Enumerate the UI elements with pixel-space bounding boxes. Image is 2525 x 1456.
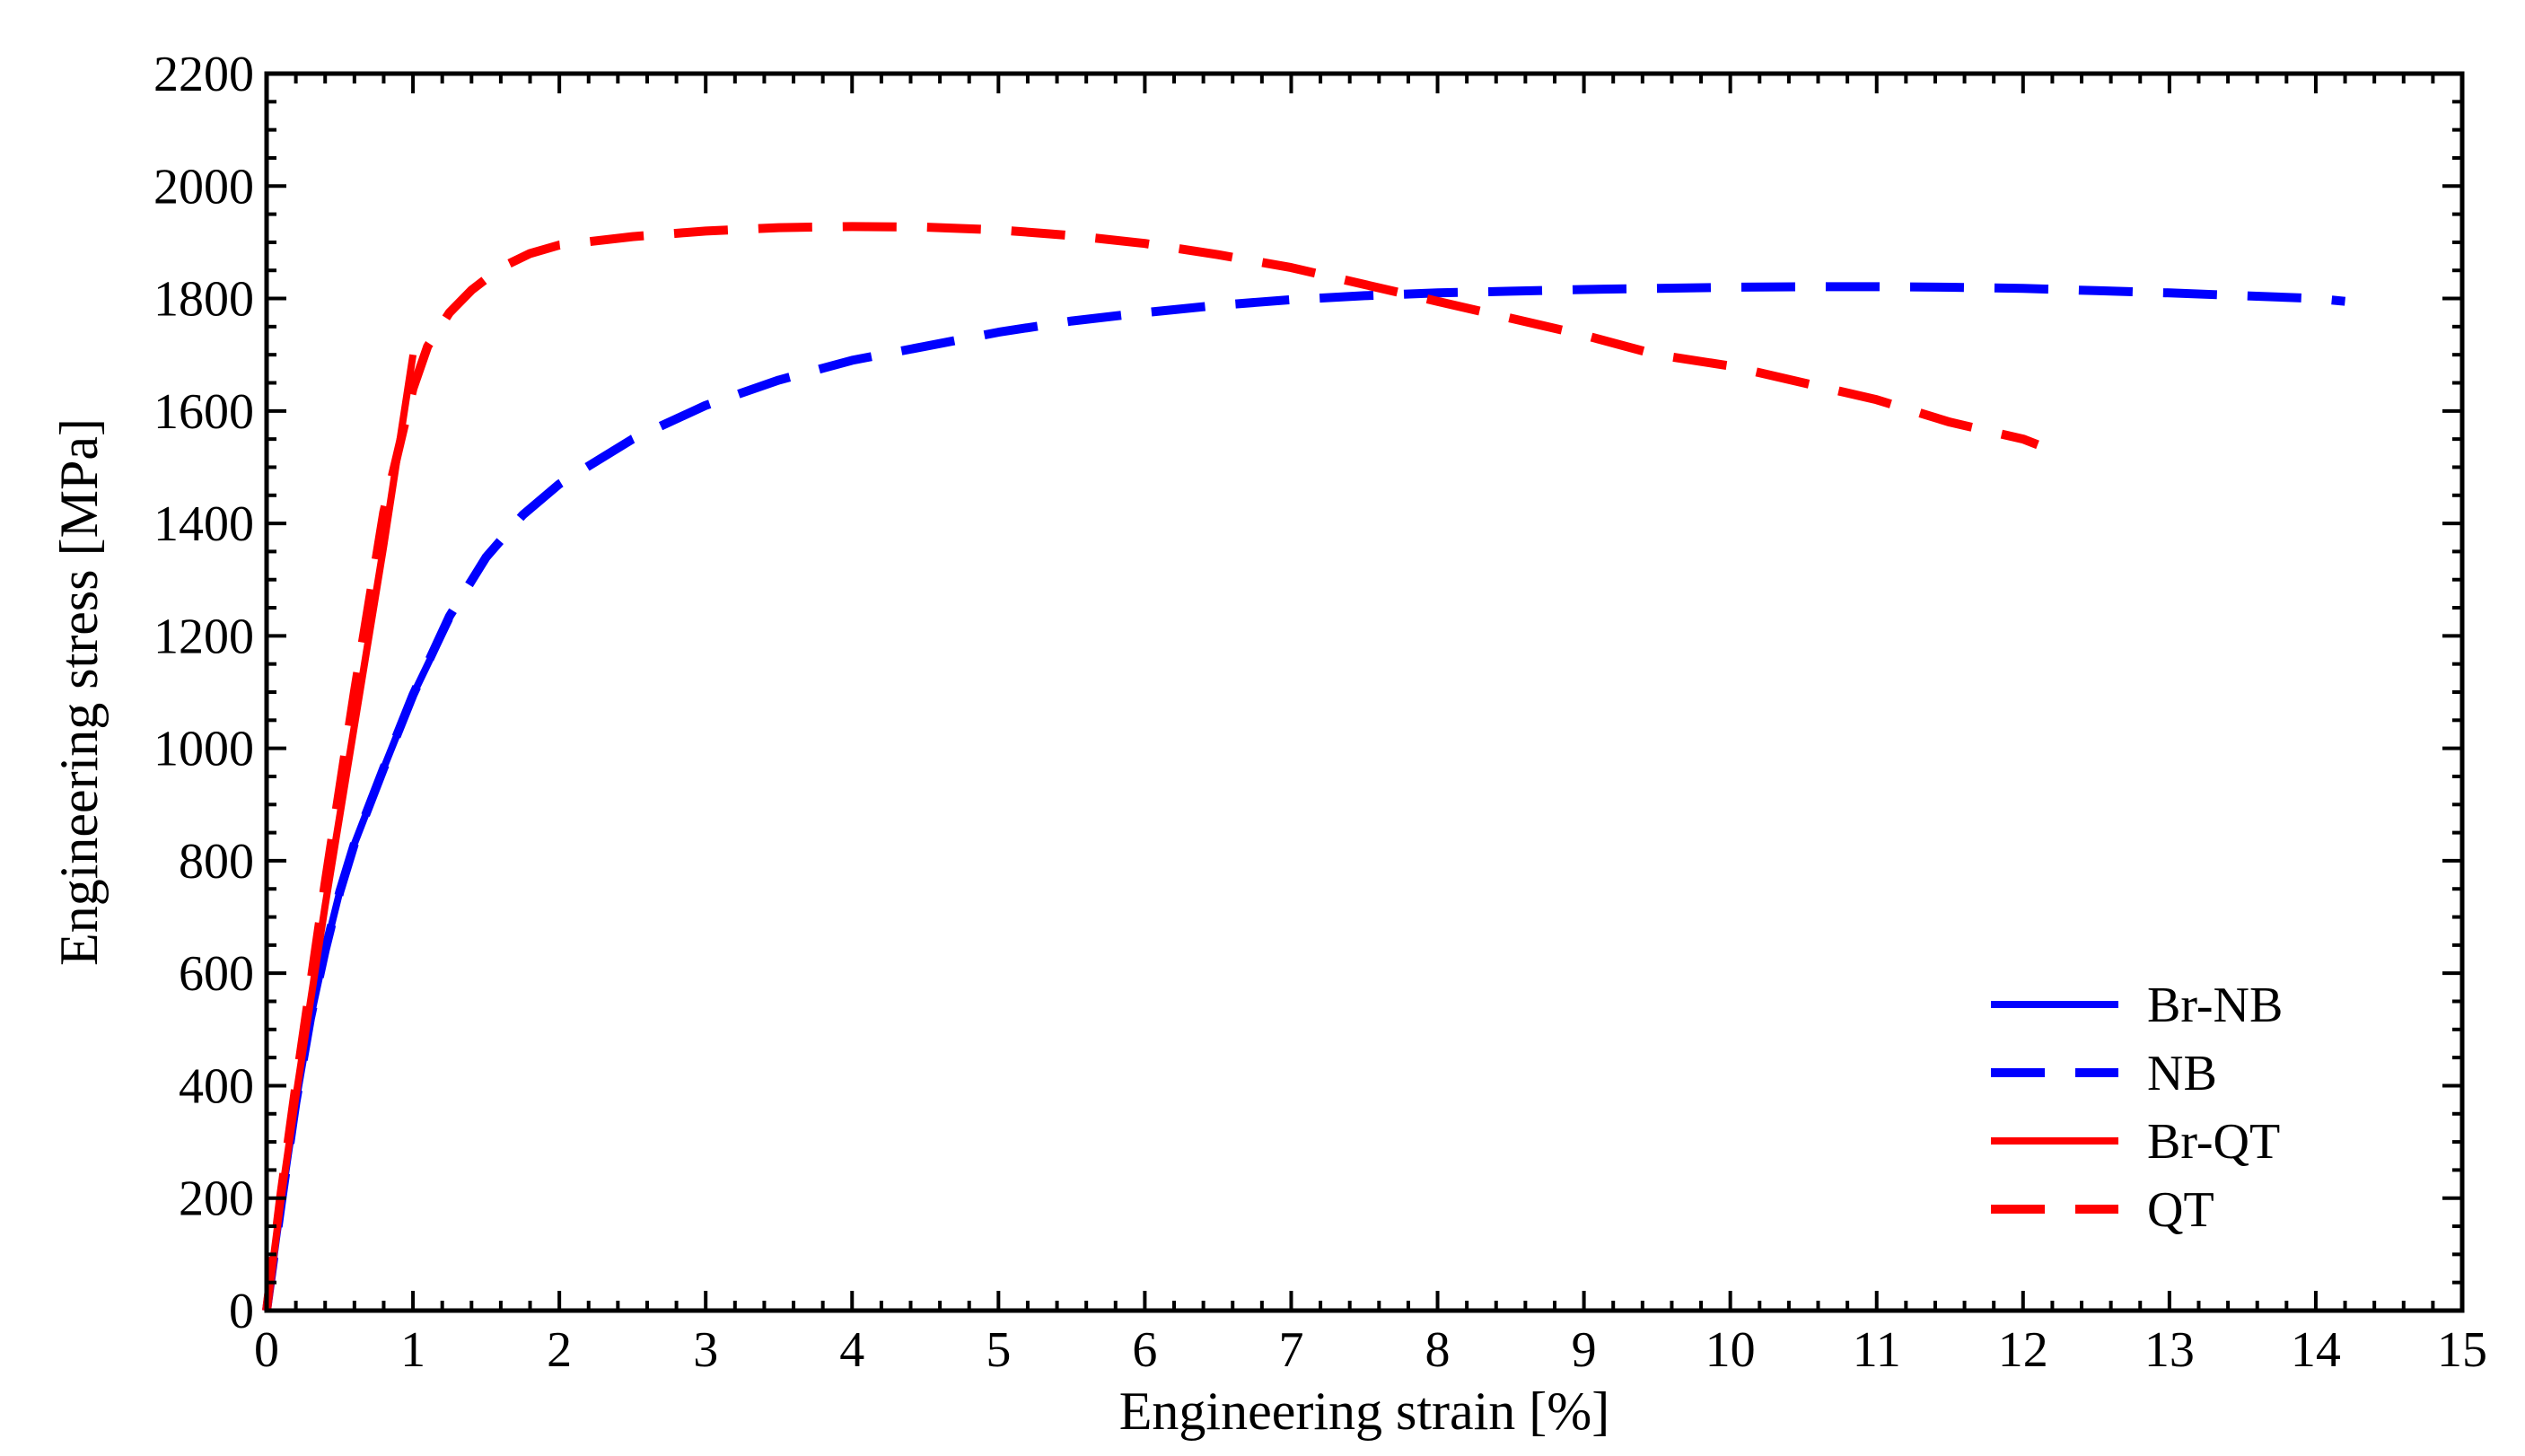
x-tick-label: 11 <box>1853 1322 1901 1378</box>
legend-label-qt: QT <box>2147 1182 2214 1238</box>
x-tick-label: 0 <box>254 1322 279 1378</box>
x-tick-label: 3 <box>693 1322 718 1378</box>
x-axis-title: Engineering strain [%] <box>1119 1381 1609 1441</box>
ticks-layer: 0 1 2 3 4 5 6 7 8 9 10 11 12 13 14 15020040060080010001… <box>153 47 2487 1378</box>
y-tick-label: 1800 <box>153 272 254 328</box>
legend-label-br-nb: Br-NB <box>2147 978 2283 1033</box>
x-tick-label: 2 <box>547 1322 572 1378</box>
x-tick-label: 8 <box>1425 1322 1451 1378</box>
y-tick-label: 200 <box>179 1171 254 1227</box>
plot-frame <box>264 71 2465 1313</box>
x-tick-label: 4 <box>839 1322 864 1378</box>
y-axis-title: Engineering stress [MPa] <box>49 418 109 966</box>
legend-label-nb: NB <box>2147 1046 2217 1101</box>
y-tick-label: 0 <box>229 1284 254 1339</box>
series-line-br-qt <box>263 354 417 1311</box>
y-tick-label: 1000 <box>153 722 254 777</box>
series-layer <box>262 222 2345 1311</box>
y-tick-label: 2000 <box>153 159 254 215</box>
x-tick-label: 1 <box>400 1322 425 1378</box>
legend-label-br-qt: Br-QT <box>2147 1114 2280 1170</box>
x-tick-label: 9 <box>1572 1322 1597 1378</box>
x-tick-label: 13 <box>2144 1322 2195 1378</box>
y-tick-label: 400 <box>179 1058 254 1114</box>
x-tick-label: 6 <box>1132 1322 1157 1378</box>
y-tick-label: 600 <box>179 946 254 1002</box>
x-tick-label: 15 <box>2437 1322 2487 1378</box>
x-tick-label: 5 <box>986 1322 1011 1378</box>
y-tick-label: 800 <box>179 834 254 890</box>
series-line-qt <box>262 222 2039 1311</box>
series-line-nb <box>262 282 2345 1311</box>
y-tick-label: 1400 <box>153 496 254 552</box>
x-tick-label: 10 <box>1705 1322 1756 1378</box>
x-tick-label: 14 <box>2291 1322 2341 1378</box>
y-tick-label: 1200 <box>153 609 254 664</box>
y-tick-label: 1600 <box>153 384 254 440</box>
y-tick-label: 2200 <box>153 47 254 102</box>
legend: Br-NB NB Br-QT QT <box>1991 978 2283 1238</box>
x-tick-label: 7 <box>1278 1322 1303 1378</box>
x-tick-label: 12 <box>1998 1322 2048 1378</box>
